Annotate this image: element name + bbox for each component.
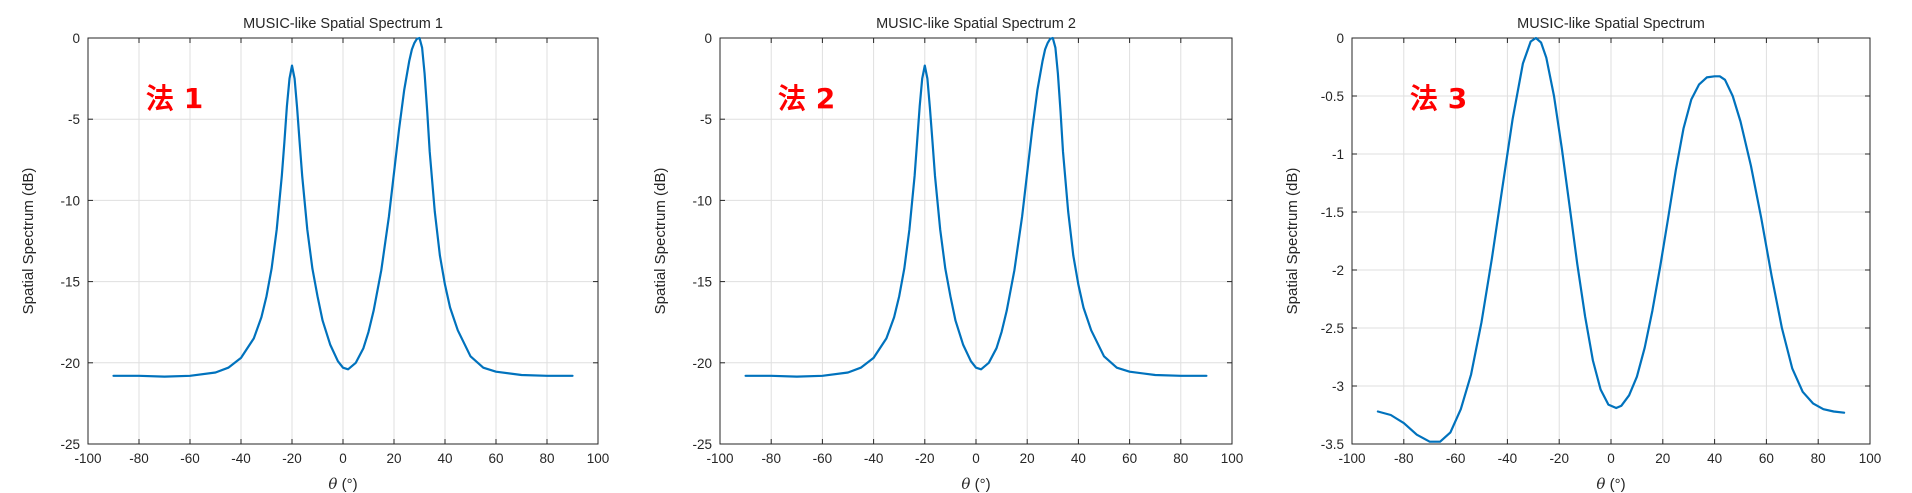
x-axis-label-unit: (°) bbox=[970, 476, 990, 493]
x-tick-label: 20 bbox=[1020, 451, 1035, 466]
x-tick-label: -80 bbox=[1394, 451, 1414, 466]
y-tick-label: -2 bbox=[1332, 263, 1344, 278]
chart-panel-1: -100 -80 -60 -40 -20 0 20 40 60 80 100-25-20-15-10… bbox=[20, 16, 609, 493]
y-axis-label: Spatial Spectrum (dB) bbox=[1284, 168, 1301, 315]
y-tick-label: -1.5 bbox=[1321, 205, 1344, 220]
x-axis-label: θ (°) bbox=[961, 475, 990, 493]
y-tick-label: -2.5 bbox=[1321, 321, 1344, 336]
x-tick-label: -80 bbox=[129, 451, 149, 466]
x-tick-label: 80 bbox=[1811, 451, 1826, 466]
y-tick-label: -15 bbox=[692, 275, 712, 290]
x-axis-label-symbol: θ bbox=[328, 475, 337, 493]
x-tick-label: -100 bbox=[74, 451, 101, 466]
x-tick-label: -100 bbox=[1338, 451, 1365, 466]
series-line-1 bbox=[744, 36, 1208, 378]
x-tick-label: -60 bbox=[1446, 451, 1466, 466]
series-line-1 bbox=[1376, 36, 1846, 443]
y-tick-label: -25 bbox=[692, 437, 712, 452]
y-tick-label: -0.5 bbox=[1321, 89, 1344, 104]
x-tick-label: -20 bbox=[915, 451, 935, 466]
series-line-1 bbox=[112, 36, 574, 378]
x-tick-label: 20 bbox=[386, 451, 401, 466]
x-tick-label: -20 bbox=[1549, 451, 1569, 466]
chart-title: MUSIC-like Spatial Spectrum bbox=[1517, 16, 1705, 32]
x-tick-label: -40 bbox=[864, 451, 884, 466]
x-tick-label: -60 bbox=[813, 451, 833, 466]
y-tick-label: -5 bbox=[68, 112, 80, 127]
x-tick-label: -60 bbox=[180, 451, 200, 466]
method-annotation: 法 3 bbox=[1410, 82, 1467, 115]
y-tick-label: -20 bbox=[60, 356, 80, 371]
y-tick-label: -3 bbox=[1332, 379, 1344, 394]
chart-title: MUSIC-like Spatial Spectrum 1 bbox=[243, 16, 443, 32]
x-tick-label: 60 bbox=[1759, 451, 1774, 466]
x-axis-label-unit: (°) bbox=[1605, 476, 1625, 493]
x-tick-label: 0 bbox=[1607, 451, 1615, 466]
charts-root: -100 -80 -60 -40 -20 0 20 40 60 80 100-25-20-15-10… bbox=[20, 16, 1881, 493]
x-tick-label: 0 bbox=[972, 451, 980, 466]
x-tick-label: -100 bbox=[706, 451, 733, 466]
x-tick-label: 100 bbox=[1221, 451, 1244, 466]
x-axis-label-symbol: θ bbox=[961, 475, 970, 493]
x-tick-label: 40 bbox=[1707, 451, 1722, 466]
method-annotation: 法 2 bbox=[778, 82, 835, 115]
x-tick-label: -40 bbox=[231, 451, 251, 466]
x-axis-label: θ (°) bbox=[328, 475, 357, 493]
x-tick-label: 40 bbox=[1071, 451, 1086, 466]
y-tick-label: 0 bbox=[704, 31, 712, 46]
x-tick-label: 60 bbox=[1122, 451, 1137, 466]
chart-title: MUSIC-like Spatial Spectrum 2 bbox=[876, 16, 1076, 32]
y-tick-label: -3.5 bbox=[1321, 437, 1344, 452]
chart-panel-2: -100 -80 -60 -40 -20 0 20 40 60 80 100-25-20-15-10… bbox=[652, 16, 1243, 493]
y-tick-label: -5 bbox=[700, 112, 712, 127]
x-tick-label: -40 bbox=[1498, 451, 1518, 466]
x-tick-label: -20 bbox=[282, 451, 302, 466]
x-tick-label: 40 bbox=[437, 451, 452, 466]
x-tick-label: 80 bbox=[539, 451, 554, 466]
y-tick-label: -20 bbox=[692, 356, 712, 371]
y-tick-label: 0 bbox=[72, 31, 80, 46]
chart-panel-3: -100 -80 -60 -40 -20 0 20 40 60 80 100-3.5-3-2.5-2… bbox=[1284, 16, 1881, 493]
x-tick-label: 100 bbox=[587, 451, 610, 466]
x-axis-label-unit: (°) bbox=[337, 476, 357, 493]
x-tick-label: -80 bbox=[761, 451, 781, 466]
x-tick-label: 0 bbox=[339, 451, 347, 466]
y-tick-label: -25 bbox=[60, 437, 80, 452]
x-tick-label: 60 bbox=[488, 451, 503, 466]
x-axis-label: θ (°) bbox=[1596, 475, 1625, 493]
x-tick-label: 80 bbox=[1173, 451, 1188, 466]
x-tick-label: 20 bbox=[1655, 451, 1670, 466]
y-tick-label: -10 bbox=[60, 193, 80, 208]
y-tick-label: -10 bbox=[692, 193, 712, 208]
y-tick-label: -1 bbox=[1332, 147, 1344, 162]
y-tick-label: -15 bbox=[60, 275, 80, 290]
y-axis-label: Spatial Spectrum (dB) bbox=[652, 168, 669, 315]
y-axis-label: Spatial Spectrum (dB) bbox=[20, 168, 37, 315]
y-tick-label: 0 bbox=[1336, 31, 1344, 46]
x-axis-label-symbol: θ bbox=[1596, 475, 1605, 493]
x-tick-label: 100 bbox=[1859, 451, 1882, 466]
method-annotation: 法 1 bbox=[146, 82, 203, 115]
